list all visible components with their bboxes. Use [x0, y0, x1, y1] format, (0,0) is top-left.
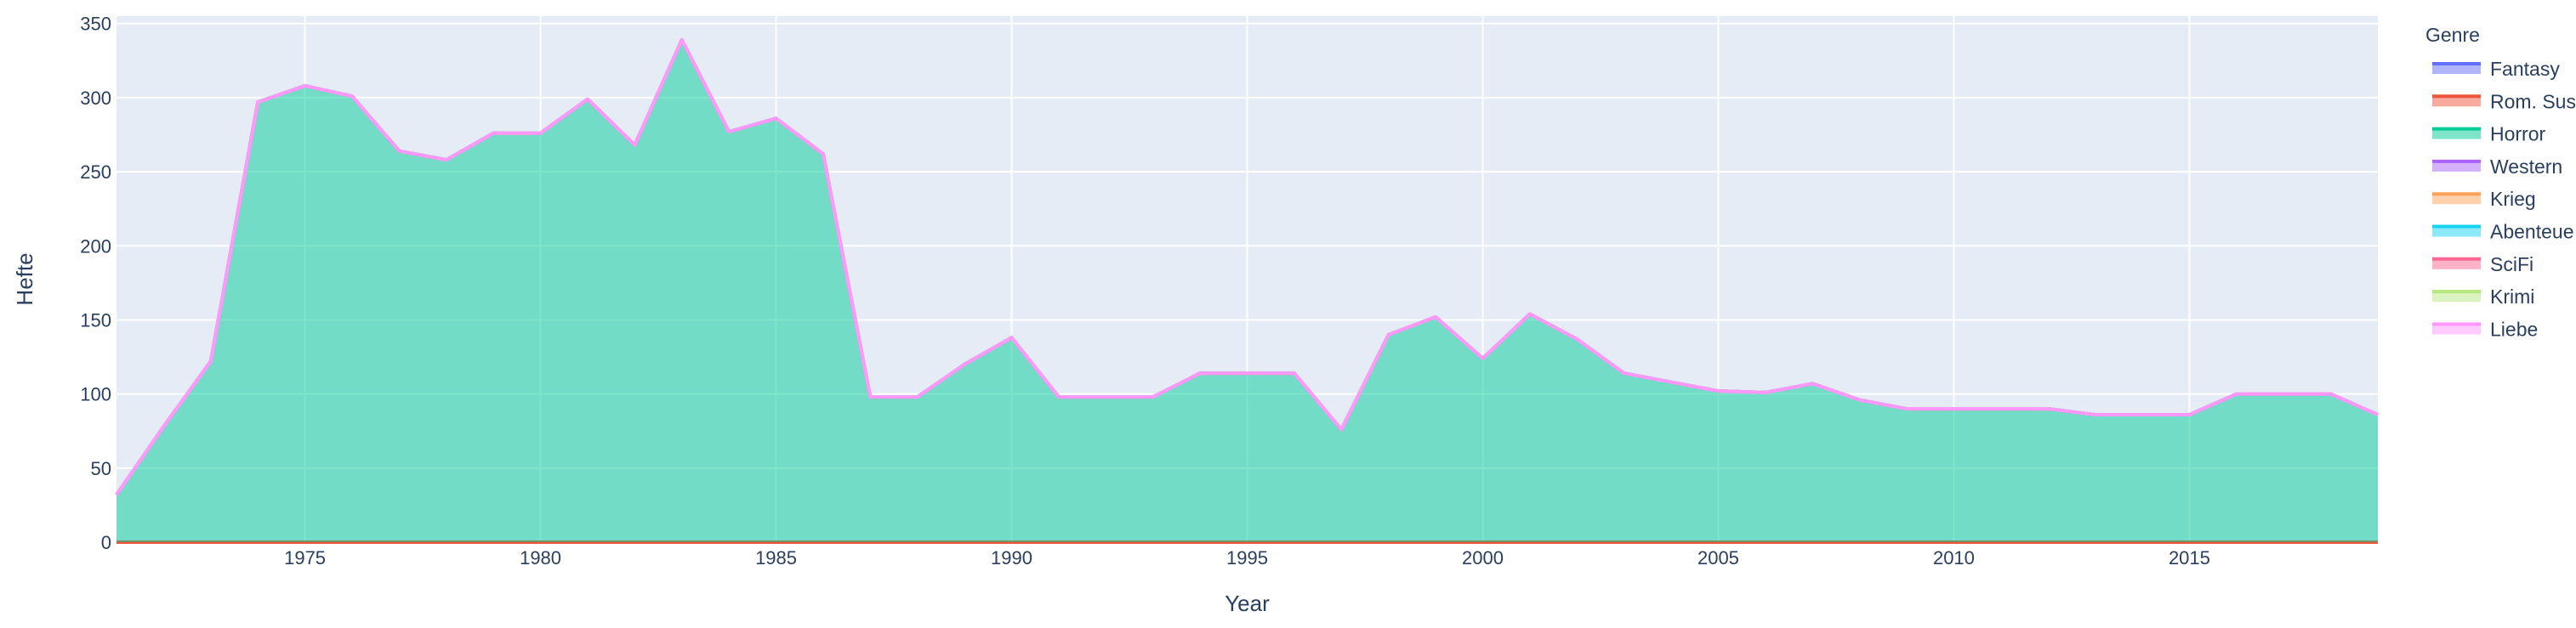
- x-tick-label: 1990: [991, 547, 1032, 569]
- legend-label: Western: [2490, 156, 2562, 178]
- legend-title: Genre: [2425, 24, 2480, 46]
- legend-swatch: [2432, 194, 2481, 205]
- y-tick-label: 150: [80, 309, 111, 331]
- legend-label: Horror: [2490, 123, 2546, 145]
- legend[interactable]: Genre Fantasy Rom. Sus Horror Western Krieg A…: [2425, 24, 2576, 340]
- legend-swatch: [2432, 226, 2481, 237]
- legend-label: Fantasy: [2490, 58, 2560, 80]
- x-tick-label: 1980: [520, 547, 561, 569]
- y-tick-label: 100: [80, 384, 111, 405]
- x-tick-label: 2000: [1462, 547, 1504, 569]
- area-fill-horror[interactable]: [117, 39, 2378, 542]
- y-tick-label: 250: [80, 161, 111, 183]
- x-tick-label: 1975: [284, 547, 326, 569]
- legend-swatch: [2432, 291, 2481, 303]
- legend-item-western[interactable]: Western: [2432, 156, 2562, 178]
- area-series-group: [115, 37, 2379, 544]
- legend-item-krimi[interactable]: Krimi: [2432, 286, 2534, 308]
- legend-swatch: [2432, 324, 2481, 335]
- y-tick-labels: 0 50 100 150 200 250 300 350: [80, 14, 111, 553]
- y-tick-label: 0: [101, 532, 111, 553]
- legend-swatch: [2432, 161, 2481, 172]
- legend-item-scifi[interactable]: SciFi: [2432, 253, 2533, 275]
- y-tick-label: 350: [80, 14, 111, 35]
- x-tick-label: 2015: [2169, 547, 2210, 569]
- y-tick-label: 50: [91, 458, 111, 479]
- y-tick-label: 300: [80, 88, 111, 109]
- y-tick-label: 200: [80, 235, 111, 257]
- x-tick-labels: 1975 1980 1985 1990 1995 2000 2005 2010 2015: [284, 547, 2210, 569]
- legend-swatch: [2432, 258, 2481, 269]
- legend-item-fantasy[interactable]: Fantasy: [2432, 58, 2560, 80]
- legend-label: Abenteue: [2490, 221, 2573, 243]
- x-axis-label: Year: [1225, 591, 1270, 616]
- legend-item-krieg[interactable]: Krieg: [2432, 188, 2536, 210]
- legend-label: Krieg: [2490, 188, 2536, 210]
- y-axis-label: Hefte: [12, 252, 37, 305]
- legend-item-rom-sus[interactable]: Rom. Sus: [2432, 90, 2576, 112]
- legend-item-liebe[interactable]: Liebe: [2432, 318, 2538, 340]
- area-line-liebe: [115, 37, 2379, 496]
- legend-label: Rom. Sus: [2490, 90, 2576, 112]
- x-tick-label: 2005: [1697, 547, 1739, 569]
- legend-label: SciFi: [2490, 253, 2533, 275]
- legend-label: Liebe: [2490, 318, 2538, 340]
- legend-items[interactable]: Fantasy Rom. Sus Horror Western Krieg Abenteu…: [2432, 58, 2576, 340]
- legend-swatch: [2432, 96, 2481, 107]
- legend-item-horror[interactable]: Horror: [2432, 123, 2546, 145]
- legend-label: Krimi: [2490, 286, 2534, 308]
- legend-swatch: [2432, 64, 2481, 74]
- x-tick-label: 1985: [755, 547, 797, 569]
- x-tick-label: 1995: [1226, 547, 1268, 569]
- legend-item-abenteue[interactable]: Abenteue: [2432, 221, 2573, 243]
- x-tick-label: 2010: [1933, 547, 1975, 569]
- legend-swatch: [2432, 128, 2481, 139]
